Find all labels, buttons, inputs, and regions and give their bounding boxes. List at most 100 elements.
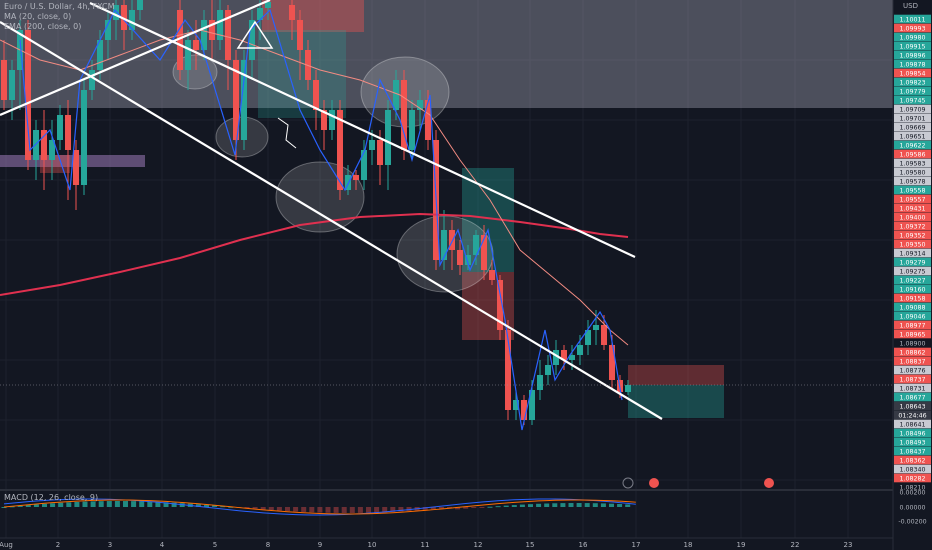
price-label: 1.10011 [894,14,931,24]
candle [121,0,127,50]
price-label: 1.08862 [894,347,931,357]
macd-bar [42,503,47,507]
macd-bar [325,507,331,513]
svg-text:1.08900: 1.08900 [899,340,925,347]
macd-bar [333,507,339,513]
svg-text:1.09669: 1.09669 [899,124,925,131]
candle [601,315,607,350]
chart-legend[interactable]: Euro / U.S. Dollar, 4h, FXCM MA (20, clo… [4,2,115,32]
candle [265,0,271,20]
macd-bar [163,502,169,507]
macd-bar [398,507,404,512]
signal-line [3,499,636,515]
time-tick: 3 [108,541,112,549]
price-label: 1.09046 [894,311,931,321]
candle [241,50,247,150]
macd-bar [600,503,606,507]
macd-bar [106,501,112,507]
price-label: 1.09372 [894,221,931,231]
macd-legend[interactable]: MACD (12, 26, close, 9) [4,493,99,502]
ema-legend[interactable]: EMA (200, close, 0) [4,22,82,31]
candle [81,80,87,195]
svg-text:1.09779: 1.09779 [899,88,925,95]
time-tick: 19 [737,541,746,549]
macd-bar [244,507,250,509]
candle [337,100,343,200]
time-tick: 4 [160,541,165,549]
candle [489,260,495,285]
candle [217,0,223,50]
price-label: 1.09669 [894,122,931,132]
macd-bar [487,506,493,508]
candle [385,100,391,190]
macd-bar [430,507,436,510]
macd-bar [341,507,347,513]
svg-text:1.09622: 1.09622 [899,142,925,149]
macd-bar [82,501,88,507]
candle [345,165,351,195]
price-label: 1.09709 [894,104,931,113]
zones [0,0,893,418]
flag-icon[interactable] [764,478,774,488]
price-label: 1.08210 [899,484,925,491]
price-label: 1.09580 [894,167,931,177]
macd-bar [357,507,363,513]
macd-bar [114,501,120,507]
svg-text:1.08641: 1.08641 [899,421,925,428]
price-label: 1.09586 [894,149,931,159]
swing-path [19,8,623,431]
macd-bar [584,503,590,507]
price-label: 1.09583 [894,158,931,168]
price-label: 1.09431 [894,203,931,213]
svg-text:1.09400: 1.09400 [899,214,925,221]
svg-text:1.09350: 1.09350 [899,241,925,248]
macd-bar [285,507,290,512]
price-label: 1.08496 [894,428,931,438]
candle [361,140,367,190]
price-label: 1.09352 [894,230,931,240]
svg-text:1.09854: 1.09854 [899,70,925,77]
highlight-circle [172,54,218,90]
price-label: 1.09314 [894,248,931,258]
svg-text:1.08340: 1.08340 [899,466,925,473]
candle [409,100,415,160]
svg-text:1.08362: 1.08362 [899,457,925,464]
price-label: 1.09158 [894,293,931,303]
symbol-title[interactable]: Euro / U.S. Dollar, 4h, FXCM [4,2,115,11]
price-label: 1.08737 [894,374,931,384]
flag-icon[interactable] [649,478,659,488]
svg-text:1.08731: 1.08731 [899,385,925,392]
candle [1,40,7,110]
time-tick: 11 [421,541,430,549]
macd-bar [123,501,128,507]
event-icons [622,477,774,489]
price-label: 1.09993 [894,23,931,33]
ma-legend[interactable]: MA (20, close, 0) [4,12,72,21]
currency-label[interactable]: USD [903,2,918,10]
svg-text:1.09431: 1.09431 [899,205,925,212]
svg-text:1.09279: 1.09279 [899,259,925,266]
macd-bar [406,507,412,511]
svg-text:1.10011: 1.10011 [899,16,925,23]
price-label: 1.08493 [894,437,931,447]
macd-bar [447,507,452,509]
candle [73,140,79,210]
macd-bar [382,507,388,513]
macd-bar [479,507,485,508]
macd-bar [374,507,380,513]
svg-text:1.09557: 1.09557 [899,196,925,203]
price-label: 1.09350 [894,239,931,249]
svg-text:1.09896: 1.09896 [899,52,925,59]
price-label: 1.08965 [894,329,931,339]
candle [481,225,487,280]
candle [289,0,295,40]
candles [1,0,631,425]
price-label: 1.08837 [894,356,931,366]
time-tick: 16 [579,541,588,549]
event-icon[interactable] [622,477,634,489]
candle [353,170,359,190]
supply-box [262,0,364,32]
svg-text:1.09160: 1.09160 [899,286,925,293]
svg-text:1.09586: 1.09586 [899,151,925,158]
